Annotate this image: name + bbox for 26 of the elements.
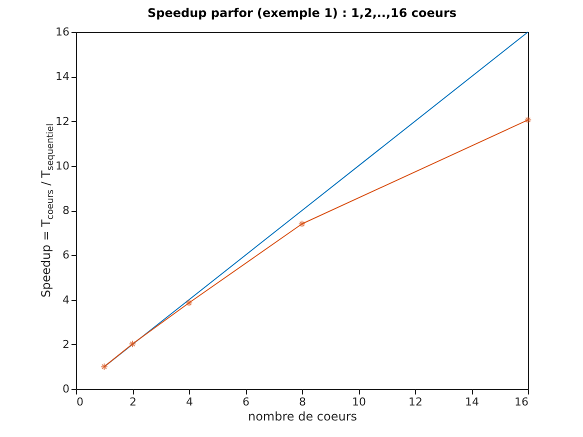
point bbox=[100, 363, 108, 370]
chart-title: Speedup parfor (exemple 1) : 1,2,..,16 coeurs bbox=[147, 6, 457, 20]
y-tick-label: 0 bbox=[62, 382, 70, 396]
x-tick-label: 8 bbox=[299, 396, 306, 408]
x-tick-label: 16 bbox=[514, 396, 528, 408]
y-tick-label: 14 bbox=[56, 70, 70, 84]
y-tick-label: 8 bbox=[62, 204, 70, 217]
x-axis-title: nombre de coeurs bbox=[248, 410, 358, 424]
x-tick-label: 4 bbox=[186, 396, 193, 408]
point bbox=[128, 340, 136, 348]
y-tick-label: 12 bbox=[56, 114, 70, 128]
y-tick-label: 10 bbox=[56, 159, 70, 172]
y-tick-label: 6 bbox=[62, 248, 70, 262]
y-axis-title: Speedup = Tcoeurs / Tsequentiel bbox=[39, 124, 56, 298]
y-tick-label: 2 bbox=[62, 338, 70, 351]
x-tick-label: 12 bbox=[408, 396, 422, 408]
x-tick-label: 6 bbox=[242, 396, 250, 408]
point bbox=[298, 220, 306, 228]
y-tick-label: 4 bbox=[62, 293, 70, 306]
x-tick-label: 10 bbox=[352, 396, 366, 408]
y-tick-label: 16 bbox=[56, 26, 70, 38]
x-tick-label: 14 bbox=[465, 396, 479, 408]
x-tick-label: 2 bbox=[130, 396, 136, 408]
x-tick-label: 0 bbox=[76, 396, 84, 408]
point bbox=[524, 116, 532, 124]
point bbox=[185, 299, 193, 307]
